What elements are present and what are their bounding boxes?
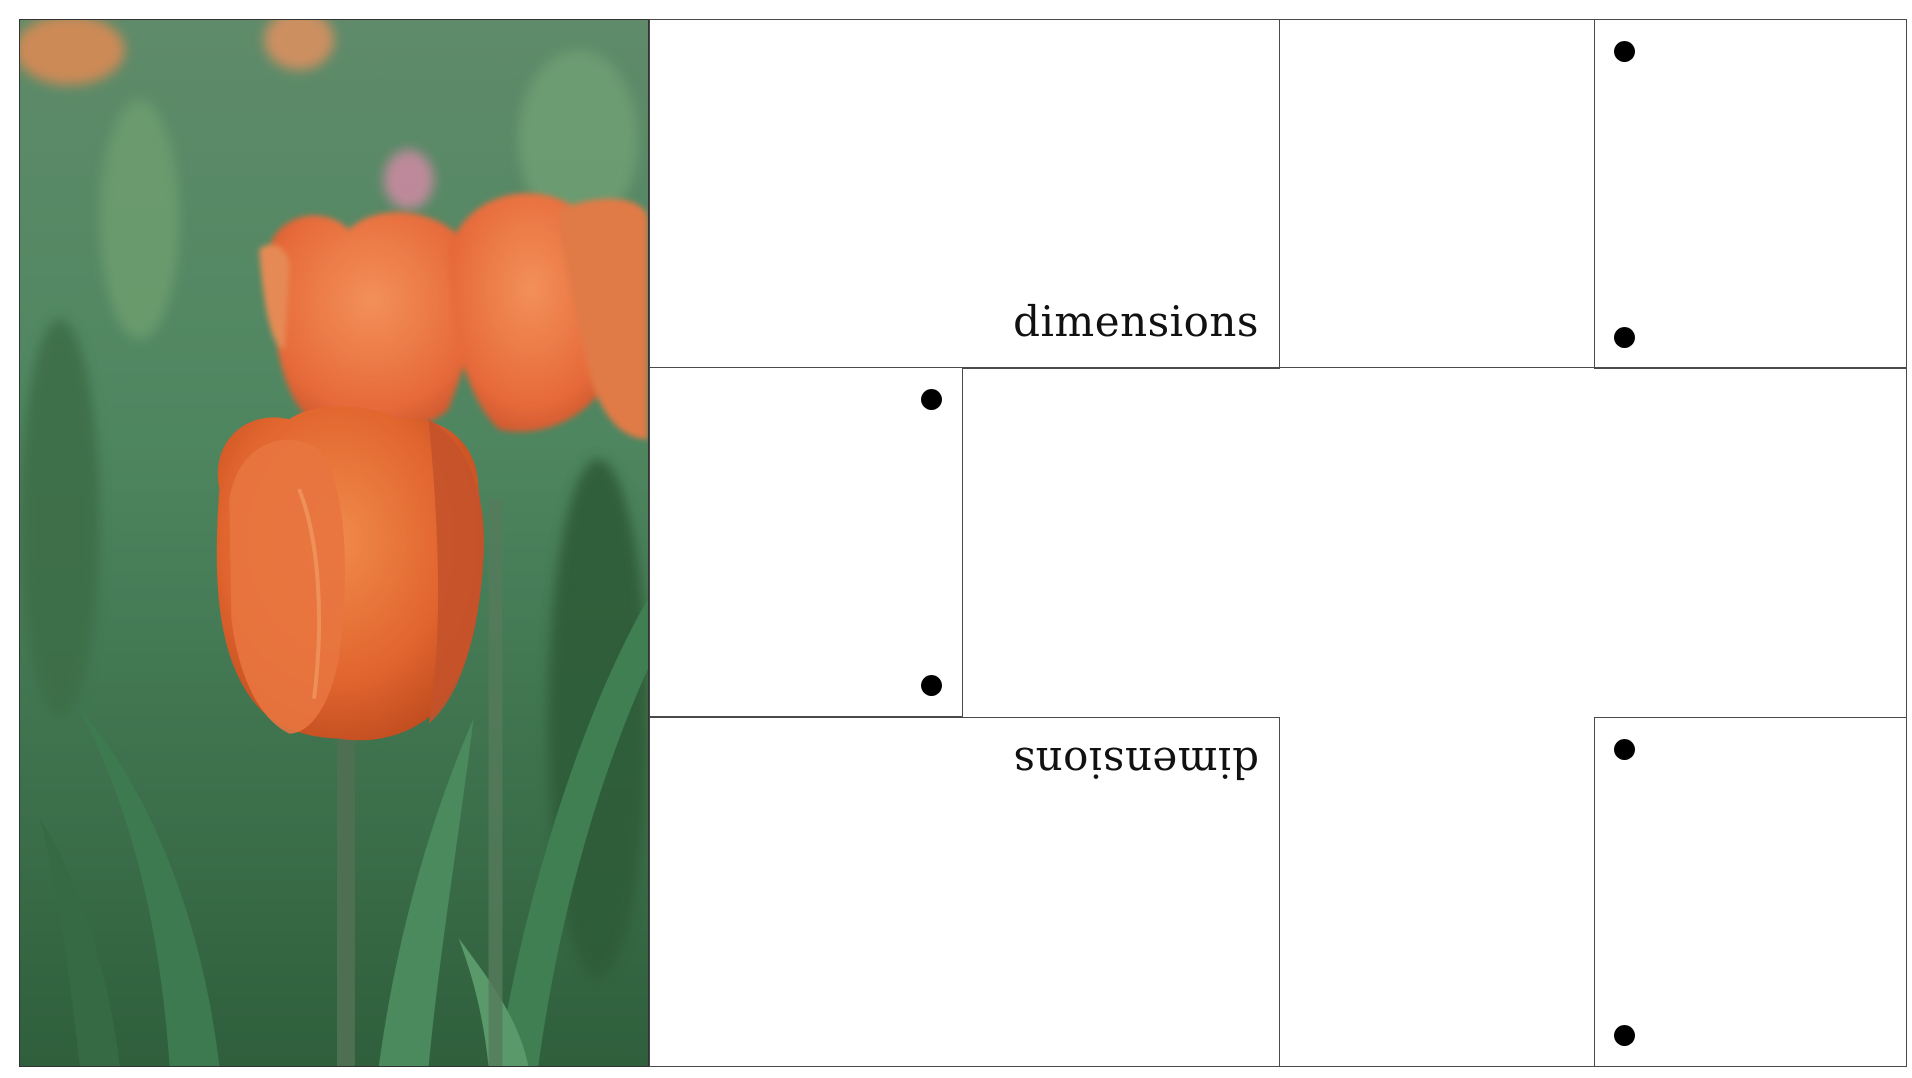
bottom-border-line <box>1278 1066 1596 1067</box>
dot-marker <box>1614 327 1635 348</box>
dot-marker <box>921 389 942 410</box>
dot-marker <box>1614 41 1635 62</box>
panel-bottom-right <box>1594 717 1907 1067</box>
right-border-line <box>1906 367 1907 717</box>
dimensions-label: dimensions <box>1013 297 1259 346</box>
panel-bottom-left: dimensions <box>649 717 1280 1067</box>
top-border-line <box>1278 19 1596 20</box>
tulip-image <box>20 20 648 1066</box>
dot-marker <box>1614 1025 1635 1046</box>
dimensions-label-flipped: dimensions <box>1013 738 1259 787</box>
panel-top-right <box>1594 19 1907 369</box>
dot-marker <box>1614 739 1635 760</box>
middle-row-divider <box>961 367 1907 368</box>
dot-marker <box>921 675 942 696</box>
panel-top-left: dimensions <box>649 19 1280 369</box>
panel-middle-left <box>649 367 963 717</box>
tulip-photo <box>19 19 649 1067</box>
